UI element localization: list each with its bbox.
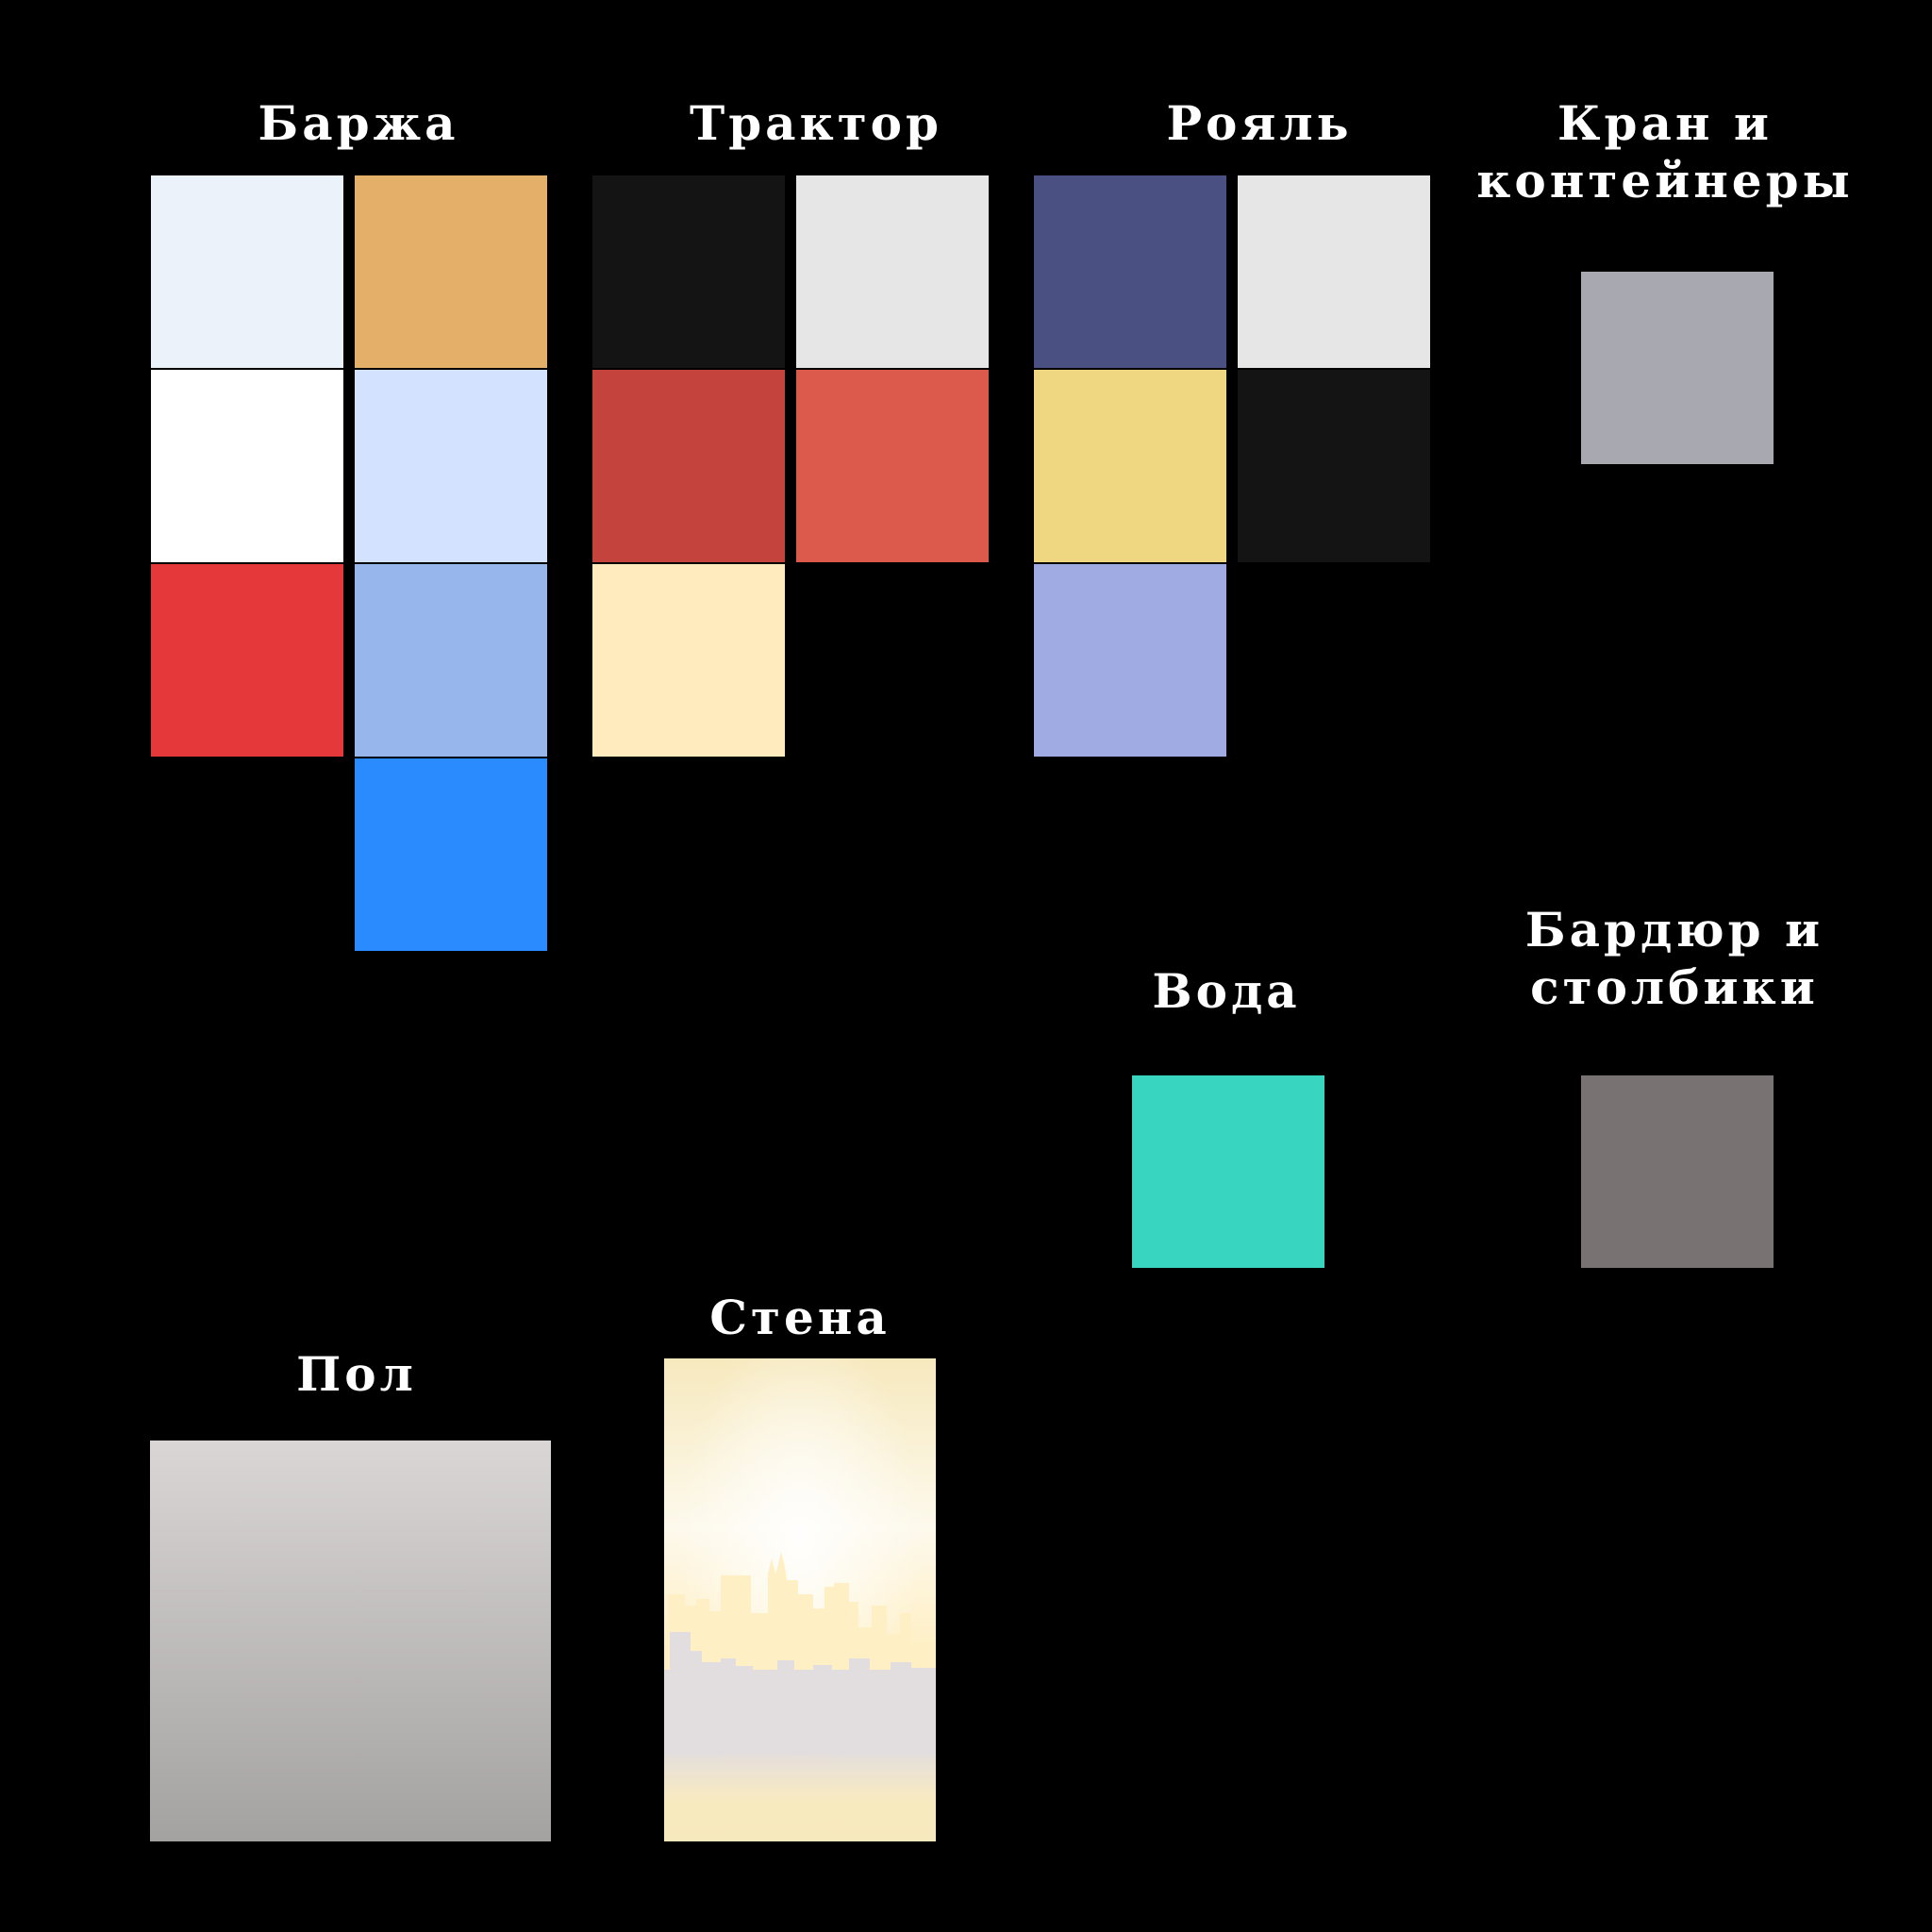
wall-skyline-illustration bbox=[664, 1358, 936, 1841]
piano-swatch[interactable] bbox=[1033, 563, 1227, 758]
barge-swatch[interactable] bbox=[150, 563, 344, 758]
barge-swatch[interactable] bbox=[150, 175, 344, 369]
piano-swatch[interactable] bbox=[1033, 369, 1227, 563]
tractor-label: Трактор bbox=[690, 95, 942, 151]
curb-label: Бардюр и столбики bbox=[1524, 902, 1824, 1015]
crane-swatch[interactable] bbox=[1580, 271, 1774, 465]
floor-label: Пол bbox=[296, 1346, 417, 1402]
wall-label: Стена bbox=[709, 1290, 891, 1345]
tractor-swatch[interactable] bbox=[591, 175, 786, 369]
tractor-swatch[interactable] bbox=[795, 175, 990, 369]
barge-swatch[interactable] bbox=[354, 758, 548, 952]
barge-swatch[interactable] bbox=[354, 369, 548, 563]
water-swatch[interactable] bbox=[1131, 1074, 1325, 1269]
water-label: Вода bbox=[1152, 963, 1301, 1019]
floor-swatch[interactable] bbox=[150, 1441, 551, 1841]
wall-swatch[interactable] bbox=[664, 1358, 936, 1841]
barge-swatch[interactable] bbox=[150, 369, 344, 563]
crane-label: Кран и контейнеры bbox=[1476, 95, 1854, 208]
tractor-swatch[interactable] bbox=[591, 563, 786, 758]
curb-swatch[interactable] bbox=[1580, 1074, 1774, 1269]
piano-swatch[interactable] bbox=[1237, 369, 1431, 563]
barge-swatch[interactable] bbox=[354, 563, 548, 758]
piano-label: Рояль bbox=[1166, 95, 1353, 151]
tractor-swatch[interactable] bbox=[795, 369, 990, 563]
piano-swatch[interactable] bbox=[1033, 175, 1227, 369]
piano-swatch[interactable] bbox=[1237, 175, 1431, 369]
tractor-swatch[interactable] bbox=[591, 369, 786, 563]
barge-swatch[interactable] bbox=[354, 175, 548, 369]
barge-label: Баржа bbox=[258, 95, 459, 151]
